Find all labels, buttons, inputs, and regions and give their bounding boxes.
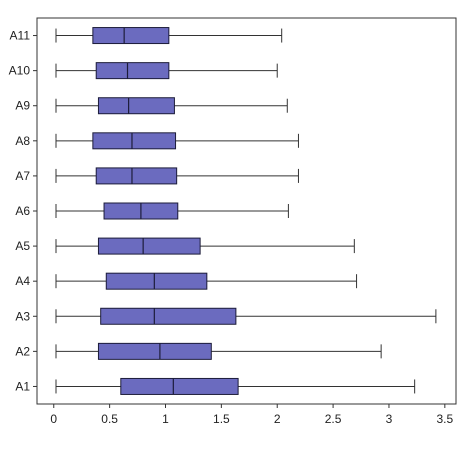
x-tick-label: 0.5 bbox=[101, 412, 118, 426]
box-group-a9 bbox=[55, 97, 288, 115]
box-group-a2 bbox=[55, 342, 382, 360]
category-label-a10: A10 bbox=[9, 64, 31, 78]
iqr-box bbox=[105, 272, 208, 290]
box-group-a10 bbox=[55, 62, 278, 80]
x-tick-label: 2.5 bbox=[325, 412, 342, 426]
x-tick-label: 2 bbox=[274, 412, 281, 426]
category-label-a11: A11 bbox=[10, 29, 31, 43]
box-group-a3 bbox=[55, 307, 437, 325]
iqr-box bbox=[95, 167, 178, 185]
category-label-a8: A8 bbox=[15, 134, 30, 148]
category-label-a6: A6 bbox=[15, 204, 30, 218]
category-label-a5: A5 bbox=[15, 239, 30, 253]
x-tick-label: 0 bbox=[50, 412, 57, 426]
category-label-a4: A4 bbox=[15, 274, 30, 288]
value-axis: 0 0.5 1 1.5 2 2.5 3 3.5 bbox=[50, 404, 453, 426]
category-axis: A1 A2 A3 A4 A5 A6 A7 A8 A9 A10 A11 bbox=[9, 29, 37, 393]
x-tick-label: 1 bbox=[162, 412, 169, 426]
box-group-a6 bbox=[55, 202, 289, 220]
x-tick-label: 3 bbox=[386, 412, 393, 426]
iqr-box bbox=[97, 342, 212, 360]
category-label-a9: A9 bbox=[15, 99, 30, 113]
iqr-box bbox=[100, 307, 237, 325]
category-label-a1: A1 bbox=[15, 379, 30, 393]
box-group-a5 bbox=[55, 237, 355, 255]
boxes-layer bbox=[55, 27, 437, 395]
category-label-a2: A2 bbox=[15, 344, 30, 358]
box-group-a11 bbox=[55, 27, 283, 45]
box-group-a8 bbox=[55, 132, 299, 150]
box-group-a4 bbox=[55, 272, 358, 290]
box-group-a1 bbox=[55, 377, 416, 395]
x-tick-label: 3.5 bbox=[436, 412, 453, 426]
iqr-box bbox=[92, 27, 170, 45]
category-label-a7: A7 bbox=[15, 169, 30, 183]
iqr-box bbox=[97, 97, 175, 115]
iqr-box bbox=[92, 132, 177, 150]
iqr-box bbox=[97, 237, 201, 255]
iqr-box bbox=[95, 62, 170, 80]
box-group-a7 bbox=[55, 167, 299, 185]
x-tick-label: 1.5 bbox=[213, 412, 230, 426]
category-label-a3: A3 bbox=[15, 309, 30, 323]
iqr-box bbox=[120, 377, 239, 395]
